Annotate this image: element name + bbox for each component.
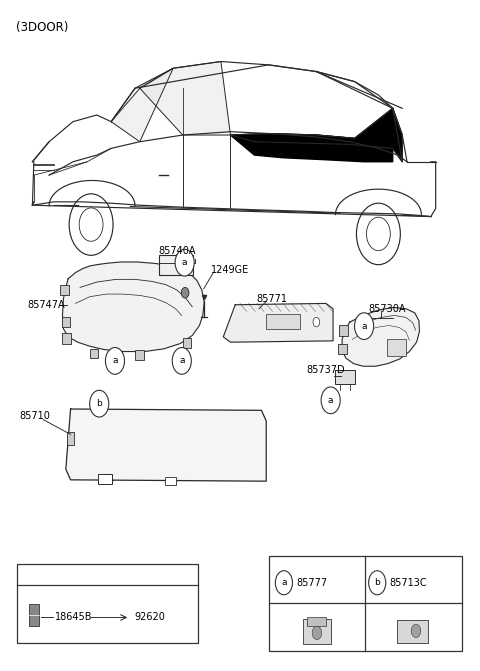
Bar <box>29 604 38 625</box>
Bar <box>336 370 355 384</box>
Circle shape <box>175 250 194 276</box>
Text: a: a <box>179 356 184 366</box>
Text: 85771: 85771 <box>257 294 288 304</box>
Text: b: b <box>96 399 102 408</box>
Polygon shape <box>62 262 204 352</box>
Bar <box>307 617 326 625</box>
Circle shape <box>369 571 386 595</box>
Bar <box>397 620 428 643</box>
Text: 85777: 85777 <box>296 578 327 588</box>
Polygon shape <box>342 307 420 366</box>
Bar <box>98 474 112 484</box>
Bar <box>183 338 192 348</box>
Bar <box>387 339 406 356</box>
Text: a: a <box>361 321 367 331</box>
Text: 18645B: 18645B <box>55 613 92 623</box>
Bar <box>135 350 144 360</box>
Text: a: a <box>112 356 118 366</box>
Text: 85747A: 85747A <box>28 301 65 311</box>
Bar <box>90 349 98 358</box>
Polygon shape <box>111 68 173 142</box>
Bar <box>339 325 348 336</box>
Bar <box>67 431 74 445</box>
Text: 85713C: 85713C <box>389 578 427 588</box>
Text: 85710: 85710 <box>20 411 50 421</box>
Bar <box>302 619 331 644</box>
Circle shape <box>321 387 340 414</box>
Polygon shape <box>223 303 333 342</box>
Circle shape <box>181 287 189 298</box>
Text: 85730A: 85730A <box>369 304 407 314</box>
Circle shape <box>276 571 292 595</box>
Polygon shape <box>230 108 402 162</box>
Bar <box>269 556 462 651</box>
Circle shape <box>411 624 421 637</box>
Circle shape <box>313 317 320 327</box>
Bar <box>17 564 198 643</box>
Bar <box>159 255 193 275</box>
Bar <box>62 333 71 344</box>
Bar <box>165 477 176 485</box>
Circle shape <box>172 348 192 374</box>
Text: a: a <box>328 396 334 405</box>
Text: 1249GE: 1249GE <box>211 265 250 275</box>
Bar <box>60 285 69 295</box>
Bar <box>266 314 300 329</box>
Bar <box>61 317 70 327</box>
Circle shape <box>312 626 322 639</box>
Text: a: a <box>281 578 287 587</box>
Polygon shape <box>140 62 230 135</box>
Text: 85737D: 85737D <box>307 365 346 375</box>
Text: b: b <box>374 578 380 587</box>
Circle shape <box>106 348 124 374</box>
Polygon shape <box>66 409 266 481</box>
Circle shape <box>90 391 109 417</box>
Text: 85740A: 85740A <box>159 246 196 256</box>
Bar <box>338 344 347 354</box>
Text: 92620: 92620 <box>134 613 165 623</box>
Text: (3DOOR): (3DOOR) <box>16 21 68 34</box>
Text: a: a <box>182 258 187 267</box>
Circle shape <box>355 313 373 340</box>
Polygon shape <box>230 108 393 162</box>
